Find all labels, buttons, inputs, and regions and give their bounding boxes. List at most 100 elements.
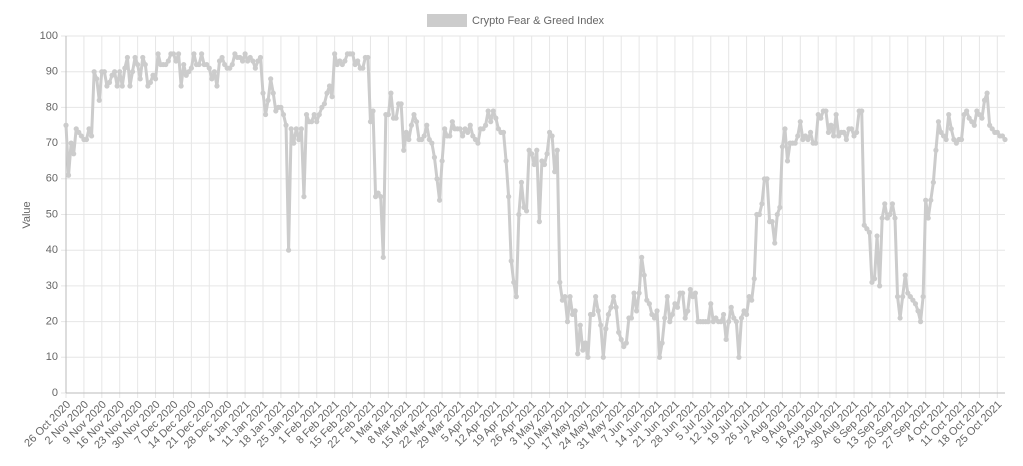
- data-point: [544, 151, 550, 157]
- data-point: [431, 154, 438, 160]
- data-point: [769, 219, 775, 225]
- data-point: [165, 58, 171, 64]
- data-point: [127, 83, 133, 89]
- data-point: [63, 122, 69, 128]
- data-point: [984, 90, 990, 96]
- data-point: [421, 133, 427, 139]
- data-point: [439, 158, 445, 164]
- data-point: [119, 83, 125, 89]
- data-point: [112, 69, 118, 75]
- data-point: [449, 119, 455, 125]
- data-point: [380, 254, 386, 260]
- data-point: [114, 83, 120, 89]
- data-point: [406, 136, 412, 143]
- data-point: [529, 151, 535, 157]
- data-point: [196, 61, 202, 68]
- data-point: [101, 69, 107, 75]
- data-point: [283, 122, 289, 128]
- data-point: [518, 179, 525, 185]
- y-tick-label: 10: [46, 351, 58, 363]
- data-point: [818, 115, 824, 121]
- data-point: [506, 194, 512, 200]
- data-point: [142, 61, 148, 68]
- data-point: [229, 61, 235, 68]
- data-point: [342, 58, 348, 64]
- legend-label[interactable]: Crypto Fear & Greed Index: [472, 15, 605, 27]
- data-point: [303, 111, 310, 118]
- data-point: [465, 129, 471, 135]
- data-point: [291, 140, 297, 146]
- data-point: [915, 308, 921, 314]
- data-point: [598, 322, 604, 328]
- data-point: [580, 347, 586, 353]
- data-point: [106, 79, 113, 86]
- data-point: [751, 276, 757, 282]
- data-point: [958, 136, 965, 143]
- data-point: [659, 340, 665, 346]
- legend-swatch[interactable]: [427, 14, 467, 27]
- data-point: [288, 126, 294, 132]
- data-point: [147, 79, 154, 86]
- data-point: [585, 354, 591, 360]
- data-point: [902, 272, 908, 278]
- data-point: [892, 215, 898, 221]
- data-point: [467, 122, 473, 128]
- data-point: [600, 354, 606, 360]
- data-point: [513, 294, 519, 300]
- data-point: [825, 129, 832, 135]
- data-point: [68, 140, 74, 146]
- data-point: [943, 136, 949, 143]
- data-point: [88, 133, 95, 139]
- data-point: [923, 197, 929, 203]
- data-point: [682, 315, 688, 321]
- data-point: [859, 108, 865, 114]
- data-point: [140, 54, 146, 61]
- data-point: [252, 65, 258, 71]
- data-point: [964, 108, 970, 114]
- data-point: [664, 294, 670, 300]
- data-point: [759, 201, 765, 207]
- data-point: [355, 58, 361, 64]
- data-point: [813, 140, 819, 146]
- data-point: [239, 58, 246, 64]
- data-point: [329, 94, 335, 100]
- data-point: [562, 294, 568, 300]
- data-point: [646, 301, 652, 307]
- data-point: [554, 147, 560, 153]
- data-point: [117, 69, 123, 75]
- data-point: [613, 304, 619, 310]
- data-point: [534, 147, 540, 153]
- data-point: [685, 308, 691, 314]
- data-point: [567, 294, 573, 300]
- data-point: [577, 322, 583, 328]
- data-point: [508, 258, 514, 264]
- data-point: [155, 51, 161, 57]
- data-point: [378, 194, 384, 200]
- data-point: [365, 54, 371, 61]
- data-point: [662, 315, 668, 321]
- data-point: [843, 136, 849, 143]
- data-point: [764, 176, 770, 182]
- data-point: [557, 279, 563, 285]
- data-point: [772, 240, 778, 246]
- data-point: [301, 194, 307, 200]
- data-point: [636, 290, 642, 296]
- data-point: [692, 290, 699, 296]
- data-point: [191, 51, 197, 57]
- data-point: [370, 108, 376, 114]
- data-point: [641, 272, 647, 278]
- data-point: [897, 315, 903, 321]
- data-point: [516, 211, 522, 218]
- y-tick-label: 100: [40, 30, 58, 42]
- data-point: [935, 119, 942, 125]
- data-point: [680, 290, 686, 296]
- data-point: [403, 129, 409, 135]
- data-point: [86, 126, 92, 132]
- data-point: [483, 122, 489, 128]
- data-point: [434, 176, 440, 182]
- data-point: [503, 158, 509, 164]
- data-point: [933, 147, 939, 153]
- data-point: [889, 201, 896, 207]
- y-tick-label: 30: [46, 280, 58, 292]
- data-point: [1002, 136, 1008, 143]
